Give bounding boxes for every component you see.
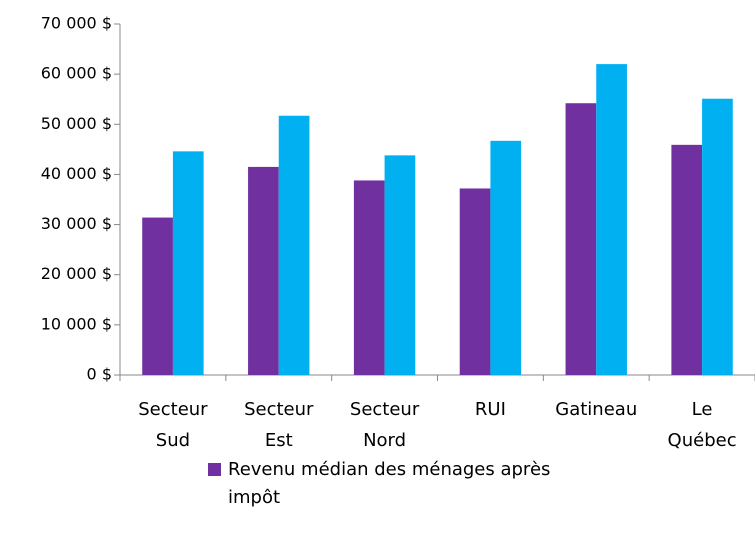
bar — [490, 140, 522, 375]
legend: Revenu médian des ménages après impôt — [208, 456, 568, 512]
x-tick-label: Secteur Est — [244, 399, 314, 451]
y-tick-label: 0 $ — [87, 365, 112, 384]
bar — [172, 151, 204, 375]
bar — [248, 166, 279, 375]
y-tick-label: 20 000 $ — [41, 264, 112, 283]
y-tick-label: 50 000 $ — [41, 114, 112, 133]
y-tick-label: 10 000 $ — [41, 314, 112, 333]
y-tick-label: 60 000 $ — [41, 64, 112, 83]
x-tick-label: Le Québec — [668, 399, 737, 451]
bar — [278, 115, 310, 376]
x-tick-label: Gatineau — [555, 399, 637, 420]
x-tick-label: RUI — [475, 399, 506, 420]
bar — [565, 103, 597, 376]
y-tick-label: 30 000 $ — [41, 214, 112, 233]
bar — [142, 217, 173, 375]
bar — [702, 98, 733, 375]
legend-swatch — [208, 463, 221, 476]
bar — [671, 144, 703, 375]
x-tick-label: Secteur Sud — [138, 399, 208, 451]
bar — [596, 64, 627, 375]
bar — [459, 188, 491, 375]
y-tick-label: 40 000 $ — [41, 164, 112, 183]
y-tick-label: 70 000 $ — [41, 14, 112, 33]
x-tick-label: Secteur Nord — [350, 399, 420, 451]
legend-label: Revenu médian des ménages après impôt — [228, 459, 551, 508]
bar — [384, 155, 416, 375]
bar — [353, 180, 385, 375]
